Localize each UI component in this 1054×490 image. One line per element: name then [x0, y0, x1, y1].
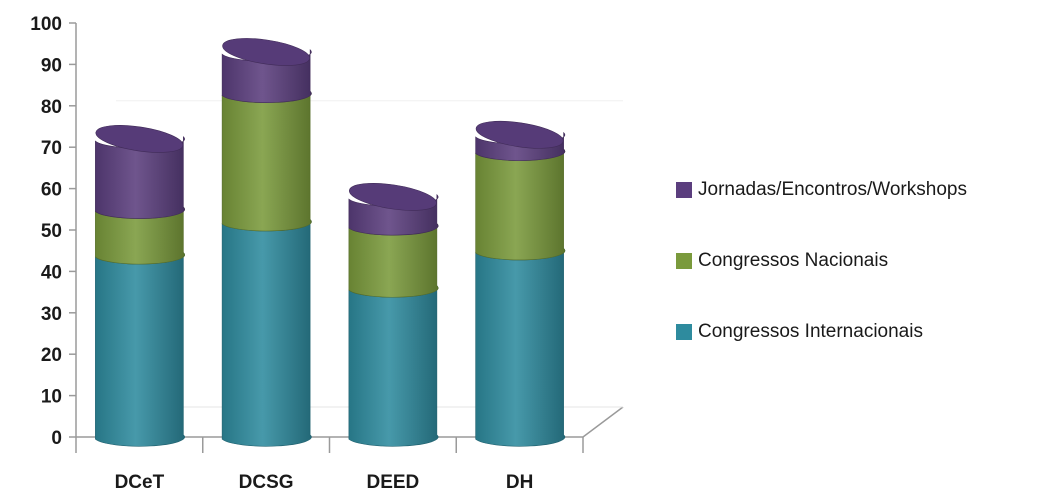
y-tick-label: 70 — [41, 138, 62, 159]
legend-label: Congressos Nacionais — [698, 250, 889, 271]
y-tick-label: 10 — [41, 387, 62, 408]
y-tick-label: 80 — [41, 97, 62, 118]
bar-cap-DCeT — [95, 125, 184, 153]
bar-DH-1 — [475, 148, 566, 261]
x-tick-label: DEED — [366, 472, 419, 490]
bar-cap-DH — [475, 120, 564, 149]
legend-label: Congressos Internacionais — [698, 321, 923, 342]
legend-swatch — [676, 324, 692, 340]
legend-label: Jornadas/Encontros/Workshops — [698, 179, 967, 200]
legend-item: Congressos Nacionais — [676, 243, 1048, 279]
legend-item: Jornadas/Encontros/Workshops — [676, 172, 1048, 208]
y-tick-label: 40 — [41, 262, 62, 283]
chart-legend: Jornadas/Encontros/Workshops Congressos N… — [676, 172, 1048, 385]
legend-swatch — [676, 182, 692, 198]
y-tick-label: 60 — [41, 180, 62, 201]
bar-cap-DEED — [349, 183, 437, 211]
x-tick-label: DCeT — [115, 472, 165, 490]
x-tick-label: DH — [506, 472, 533, 490]
y-tick-label: 50 — [41, 221, 62, 242]
x-tick-label: DCSG — [239, 472, 294, 490]
bar-DCSG-0 — [221, 218, 312, 447]
legend-item: Congressos Internacionais — [676, 314, 1048, 350]
bar-DH-0 — [475, 247, 566, 447]
bar-DCSG-1 — [221, 90, 312, 232]
y-tick-label: 100 — [30, 14, 62, 35]
bar-cap-DCSG — [222, 38, 310, 66]
y-tick-label: 0 — [51, 428, 62, 449]
y-tick-label: 20 — [41, 345, 62, 366]
bar-DCeT-0 — [95, 251, 185, 447]
bar-DEED-0 — [348, 285, 439, 447]
y-tick-label: 30 — [41, 304, 62, 325]
legend-swatch — [676, 253, 692, 269]
y-tick-label: 90 — [41, 55, 62, 76]
